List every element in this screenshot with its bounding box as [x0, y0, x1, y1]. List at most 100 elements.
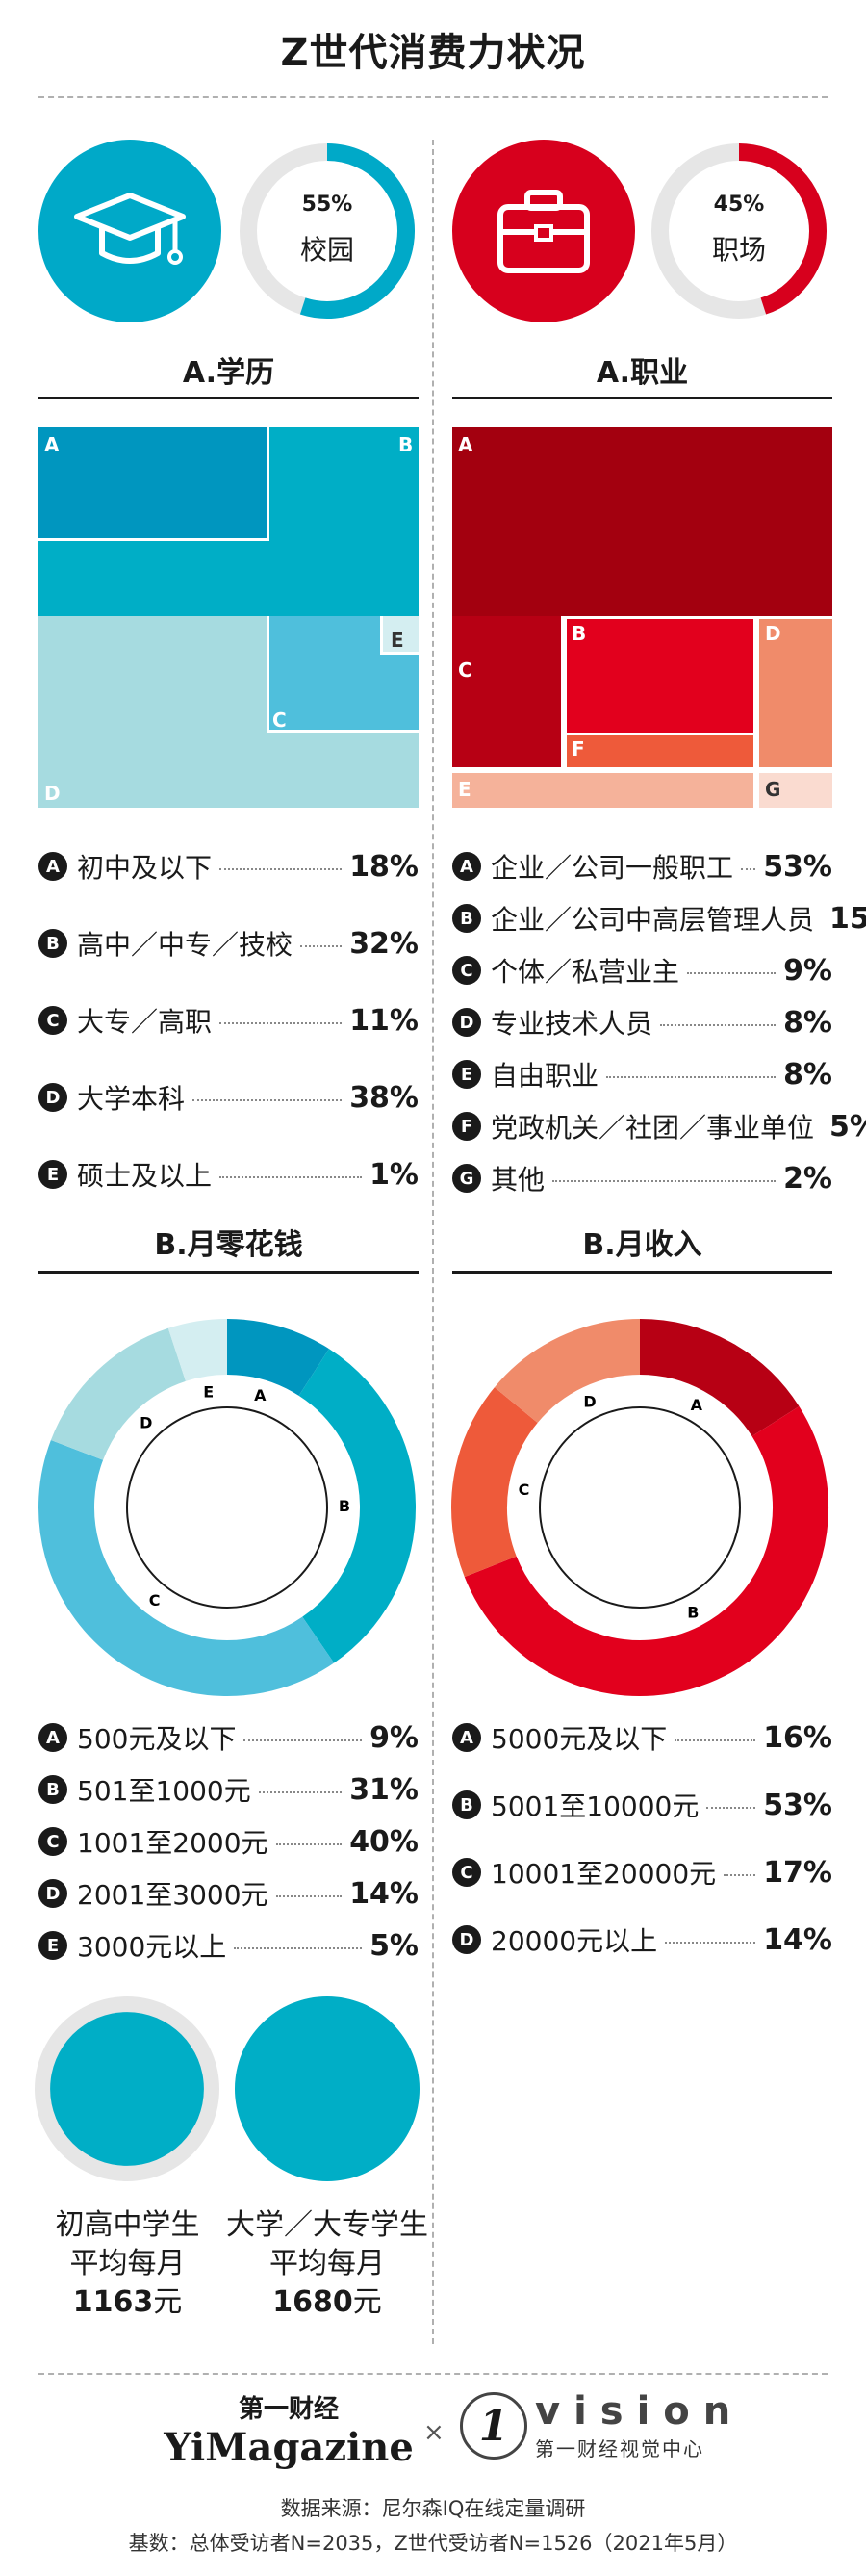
- pocket-slice-a: [226, 1319, 329, 1397]
- job-legend-label: 企业／公司中高层管理人员: [491, 904, 815, 936]
- income-slice-c: [451, 1387, 539, 1578]
- job-legend-value: 8%: [783, 1005, 832, 1040]
- pocket-legend-leader: [234, 1947, 363, 1949]
- pocket-legend-letter: C: [38, 1827, 67, 1856]
- edu-treemap: A B C D E: [38, 427, 419, 808]
- job-tile-label-f: F: [572, 737, 585, 760]
- income-inner-ring: [539, 1406, 741, 1609]
- school-ring: [240, 143, 415, 319]
- pocket-legend-leader: [275, 1895, 343, 1897]
- income-donut-chart: A B C D: [451, 1319, 828, 1696]
- job-legend-row: A 企业／公司一般职工 53%: [452, 847, 832, 886]
- pocket-legend-label: 3000元以上: [77, 1931, 227, 1963]
- pocket-legend-leader: [243, 1739, 363, 1741]
- avg-college-unit: 元: [352, 2285, 382, 2319]
- edu-legend-letter: B: [38, 929, 67, 958]
- edu-tile-label-e: E: [391, 629, 404, 652]
- edu-legend-label: 高中／中专／技校: [77, 929, 293, 961]
- income-title: B.月收入: [582, 1228, 702, 1262]
- job-tile-label-d: D: [765, 622, 781, 645]
- job-legend-value: 53%: [763, 849, 832, 884]
- job-tile-e: [452, 770, 756, 808]
- pocket-legend-label: 501至1000元: [77, 1775, 251, 1807]
- income-legend-row: B 5001至10000元 53%: [452, 1786, 832, 1824]
- avg-middle-school-amount: 1163: [72, 2285, 154, 2319]
- pocket-inner-ring: [126, 1406, 328, 1609]
- title-divider: [38, 96, 828, 98]
- job-legend-letter: C: [452, 956, 481, 985]
- edu-legend-row: C 大专／高职 11%: [38, 1001, 419, 1040]
- edu-legend-letter: A: [38, 852, 67, 881]
- pocket-title-rule: [38, 1271, 419, 1274]
- vision-cn-logo-text: 第一财经视觉中心: [535, 2437, 704, 2460]
- avg-college-amount-line: 1680元: [216, 2283, 438, 2322]
- job-legend-value: 5%: [829, 1109, 866, 1144]
- job-legend-letter: B: [452, 904, 481, 933]
- work-pct: 45%: [713, 193, 765, 217]
- avg-middle-school-line2: 平均每月: [69, 2247, 186, 2280]
- edu-legend-leader: [219, 868, 343, 870]
- edu-tile-label-d: D: [44, 782, 61, 805]
- income-slice-label: C: [519, 1481, 530, 1499]
- job-legend-leader: [687, 972, 777, 974]
- pocket-legend-row: D 2001至3000元 14%: [38, 1874, 419, 1913]
- income-legend-row: A 5000元及以下 16%: [452, 1718, 832, 1757]
- job-tile-c: [452, 616, 564, 770]
- pocket-legend-value: 9%: [369, 1720, 419, 1755]
- pocket-legend-label: 500元及以下: [77, 1723, 237, 1755]
- income-legend-leader: [675, 1739, 756, 1741]
- edu-tile-label-a: A: [44, 433, 60, 456]
- pocket-legend-row: B 501至1000元 31%: [38, 1770, 419, 1809]
- pocket-slice-c: [38, 1440, 335, 1696]
- income-legend-value: 53%: [763, 1788, 832, 1822]
- edu-legend-value: 38%: [349, 1080, 419, 1115]
- job-legend-label: 自由职业: [491, 1060, 599, 1092]
- pocket-slice-label: B: [339, 1497, 350, 1515]
- income-slice-d: [494, 1319, 641, 1424]
- job-tile-label-c: C: [458, 658, 472, 682]
- job-legend-value: 9%: [783, 953, 832, 988]
- pocket-legend-value: 40%: [349, 1824, 419, 1859]
- pocket-legend-row: C 1001至2000元 40%: [38, 1822, 419, 1861]
- edu-tile-label-c: C: [272, 708, 287, 732]
- income-slice-label: B: [687, 1604, 699, 1622]
- pocket-legend-leader: [275, 1843, 343, 1845]
- job-legend-leader: [660, 1024, 777, 1026]
- yi-en-logo-text: YiMagazine: [164, 2425, 414, 2470]
- income-legend-label: 5001至10000元: [491, 1790, 700, 1822]
- income-legend-letter: B: [452, 1790, 481, 1819]
- job-legend-row: B 企业／公司中高层管理人员 15%: [452, 899, 866, 938]
- pocket-legend-letter: A: [38, 1723, 67, 1752]
- job-legend-label: 企业／公司一般职工: [491, 852, 734, 884]
- vision-en-logo-text: vision: [535, 2389, 745, 2434]
- income-legend-leader: [706, 1807, 756, 1809]
- job-tile-d: [756, 616, 832, 770]
- pocket-slice-b: [298, 1349, 416, 1663]
- edu-legend-value: 18%: [349, 849, 419, 884]
- income-legend-label: 20000元以上: [491, 1925, 658, 1957]
- job-treemap: A B C D E F G: [452, 427, 832, 808]
- pocket-legend-letter: B: [38, 1775, 67, 1804]
- school-icon-circle: [38, 140, 221, 322]
- data-source: 数据来源：尼尔森IQ在线定量调研: [280, 2497, 586, 2520]
- page-title: Z世代消费力状况: [280, 31, 586, 75]
- pocket-slice-label: C: [149, 1591, 161, 1610]
- income-title-rule: [452, 1271, 832, 1274]
- income-legend-letter: D: [452, 1925, 481, 1954]
- job-legend-label: 个体／私营业主: [491, 956, 680, 988]
- edu-legend-row: B 高中／中专／技校 32%: [38, 924, 419, 963]
- pocket-legend-value: 5%: [369, 1928, 419, 1963]
- edu-title-rule: [38, 397, 419, 399]
- edu-legend-value: 32%: [349, 926, 419, 961]
- avg-middle-school-label: 初高中学生 平均每月 1163元: [24, 2206, 231, 2322]
- edu-legend-row: D 大学本科 38%: [38, 1078, 419, 1117]
- job-legend-label: 党政机关／社团／事业单位: [491, 1112, 815, 1144]
- avg-middle-school-circle: [35, 1996, 219, 2181]
- job-legend-leader: [552, 1180, 777, 1182]
- pocket-legend-label: 2001至3000元: [77, 1879, 268, 1911]
- job-legend-value: 8%: [783, 1057, 832, 1092]
- pocket-donut-chart: A B C D E: [38, 1319, 416, 1696]
- income-legend-value: 14%: [763, 1922, 832, 1957]
- job-legend-letter: G: [452, 1164, 481, 1193]
- briefcase-icon: [497, 190, 590, 273]
